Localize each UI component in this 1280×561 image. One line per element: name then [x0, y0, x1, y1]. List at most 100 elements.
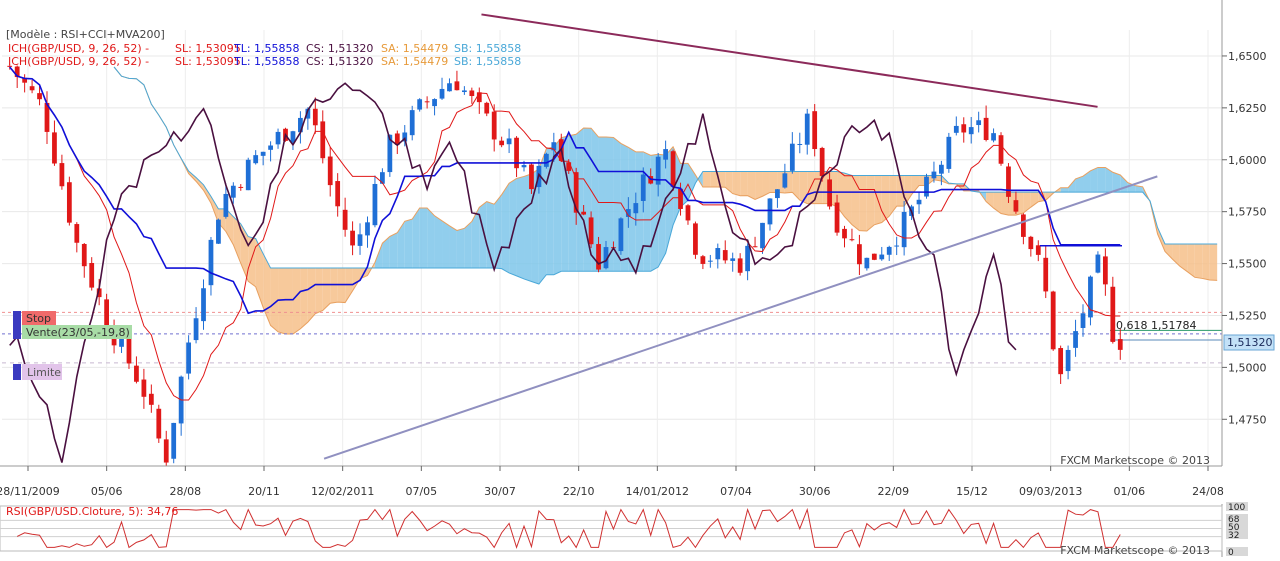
ichimoku-cloud-segment	[517, 176, 524, 279]
x-tick-label: 07/04	[720, 485, 752, 498]
ichimoku-cloud-segment	[733, 172, 740, 196]
candle-body	[529, 164, 534, 189]
candle-body	[917, 200, 922, 204]
x-tick-label: 22/10	[563, 485, 595, 498]
candle-body	[134, 366, 139, 382]
candle-body	[1110, 287, 1115, 342]
candle-body	[268, 146, 273, 150]
candle-body	[1014, 200, 1019, 211]
legend-cs: CS: 1,51320	[306, 42, 373, 55]
candle-body	[805, 114, 810, 145]
ichimoku-cloud-segment	[457, 228, 464, 268]
fib-level-label: 0,618 1,51784	[1116, 319, 1196, 332]
ichimoku-cloud-segment	[867, 175, 874, 230]
candle-body	[946, 137, 951, 169]
ichimoku-cloud-segment	[405, 219, 412, 268]
ichimoku-cloud-segment	[464, 221, 471, 268]
candle-body	[671, 151, 676, 187]
legend-ich-label: ICH(GBP/USD, 9, 26, 52) -	[8, 42, 149, 55]
candle-body	[209, 240, 214, 285]
candle-body	[991, 133, 996, 140]
current-price-tag: 1,51320	[1224, 335, 1274, 350]
candle-body	[857, 244, 862, 264]
order-sell-label: Vente(23/05,-19,8)	[26, 326, 130, 339]
x-tick-label: 01/06	[1113, 485, 1145, 498]
ichimoku-cloud-segment	[1202, 244, 1209, 280]
x-tick-label: 05/06	[91, 485, 123, 498]
candle-body	[261, 152, 266, 156]
candle-body	[1058, 348, 1063, 374]
y-tick-label: 1,5000	[1228, 361, 1267, 374]
candle-body	[589, 217, 594, 244]
candle-body	[462, 90, 467, 92]
order-sell[interactable]: Vente(23/05,-19,8)	[13, 325, 132, 339]
candle-body	[142, 380, 147, 397]
candle-body	[961, 124, 966, 132]
candle-body	[633, 203, 638, 213]
candle-body	[455, 81, 460, 90]
candle-body	[566, 162, 571, 171]
order-limit-handle[interactable]	[13, 364, 21, 380]
candle-body	[1051, 292, 1056, 350]
candle-body	[104, 299, 109, 327]
candle-body	[223, 194, 228, 217]
x-tick-label: 22/09	[877, 485, 909, 498]
candle-body	[730, 258, 735, 261]
candle-body	[67, 182, 72, 222]
ichimoku-cloud-segment	[1090, 167, 1097, 192]
candle-body	[782, 173, 787, 187]
candle-body	[797, 144, 802, 145]
candle-body	[596, 244, 601, 270]
ichimoku-cloud-segment	[748, 172, 755, 200]
legend-tl-2: TL: 1,55858	[233, 55, 300, 68]
candle-body	[380, 172, 385, 184]
ichimoku-cloud-segment	[420, 208, 427, 268]
candle-body	[939, 165, 944, 174]
order-stop[interactable]: Stop	[13, 311, 56, 325]
candle-body	[320, 121, 325, 158]
candle-body	[440, 89, 445, 99]
ichimoku-cloud-segment	[755, 172, 762, 200]
candle-body	[768, 198, 773, 224]
x-tick-label: 09/03/2013	[1019, 485, 1082, 498]
candle-body	[82, 244, 87, 266]
candle-body	[1036, 245, 1041, 255]
candle-body	[201, 288, 206, 321]
x-tick-label: 28/11/2009	[0, 485, 60, 498]
legend-sa: SA: 1,54479	[381, 42, 448, 55]
candle-body	[171, 423, 176, 459]
candle-body	[149, 394, 154, 405]
candle-body	[499, 141, 504, 146]
rsi-level-label: 100	[1228, 503, 1245, 513]
y-axis-panel	[1222, 0, 1280, 466]
candle-body	[693, 223, 698, 254]
order-stop-handle[interactable]	[13, 311, 21, 325]
candle-body	[999, 135, 1004, 164]
ichimoku-cloud-segment	[271, 268, 278, 332]
ichimoku-cloud-segment	[315, 268, 322, 314]
candle-body	[835, 203, 840, 233]
y-tick-label: 1,6000	[1228, 154, 1267, 167]
y-tick-label: 1,5500	[1228, 258, 1267, 271]
ichimoku-cloud-segment	[435, 216, 442, 268]
candle-body	[619, 218, 624, 251]
ichimoku-cloud-segment	[852, 175, 859, 230]
order-sell-handle[interactable]	[13, 325, 21, 339]
candle-body	[969, 127, 974, 134]
candle-body	[954, 126, 959, 133]
order-limit[interactable]: Limite	[13, 364, 62, 380]
candle-body	[790, 144, 795, 171]
rsi-level-label: 32	[1228, 531, 1239, 541]
candle-body	[753, 246, 758, 247]
candle-body	[1088, 277, 1093, 318]
candle-body	[156, 409, 161, 439]
candle-body	[447, 83, 452, 91]
ichimoku-legend-row-2: ICH(GBP/USD, 9, 26, 52) - SL: 1,53095 TL…	[8, 55, 521, 68]
candle-body	[343, 210, 348, 230]
x-tick-label: 20/11	[248, 485, 280, 498]
legend-sl: SL: 1,53095	[175, 42, 241, 55]
y-tick-label: 1,4750	[1228, 413, 1267, 426]
x-tick-label: 24/08	[1192, 485, 1224, 498]
legend-sb-2: SB: 1,55858	[454, 55, 521, 68]
